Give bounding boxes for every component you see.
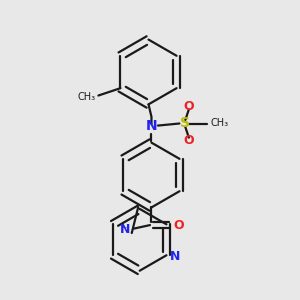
Text: O: O	[184, 100, 194, 113]
Text: N: N	[170, 250, 180, 263]
Text: N: N	[120, 223, 130, 236]
Text: CH₃: CH₃	[211, 118, 229, 128]
Text: CH₃: CH₃	[78, 92, 96, 102]
Text: O: O	[174, 219, 184, 232]
Text: H: H	[120, 224, 129, 235]
Text: N: N	[146, 118, 157, 133]
Text: S: S	[180, 116, 190, 130]
Text: O: O	[184, 134, 194, 147]
